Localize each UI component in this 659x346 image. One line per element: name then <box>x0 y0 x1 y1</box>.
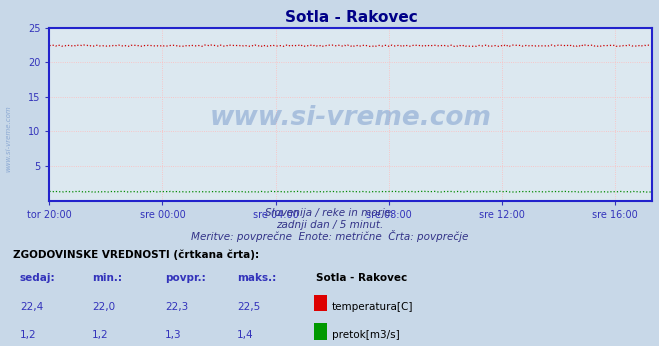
Text: temperatura[C]: temperatura[C] <box>332 302 414 312</box>
Text: pretok[m3/s]: pretok[m3/s] <box>332 330 400 340</box>
Text: sedaj:: sedaj: <box>20 273 55 283</box>
Text: www.si-vreme.com: www.si-vreme.com <box>5 105 11 172</box>
Text: maks.:: maks.: <box>237 273 277 283</box>
Text: Sotla - Rakovec: Sotla - Rakovec <box>316 273 407 283</box>
Text: 22,4: 22,4 <box>20 302 43 312</box>
Text: 1,3: 1,3 <box>165 330 181 340</box>
Text: 1,2: 1,2 <box>20 330 36 340</box>
Text: Slovenija / reke in morje.: Slovenija / reke in morje. <box>265 208 394 218</box>
Text: 1,2: 1,2 <box>92 330 109 340</box>
Text: 1,4: 1,4 <box>237 330 254 340</box>
Title: Sotla - Rakovec: Sotla - Rakovec <box>285 10 417 25</box>
Text: zadnji dan / 5 minut.: zadnji dan / 5 minut. <box>276 220 383 230</box>
Text: ZGODOVINSKE VREDNOSTI (črtkana črta):: ZGODOVINSKE VREDNOSTI (črtkana črta): <box>13 249 259 260</box>
Text: min.:: min.: <box>92 273 123 283</box>
Text: 22,0: 22,0 <box>92 302 115 312</box>
Text: Meritve: povprečne  Enote: metrične  Črta: povprečje: Meritve: povprečne Enote: metrične Črta:… <box>191 230 468 243</box>
Text: 22,3: 22,3 <box>165 302 188 312</box>
Text: povpr.:: povpr.: <box>165 273 206 283</box>
Text: www.si-vreme.com: www.si-vreme.com <box>210 104 492 131</box>
Text: 22,5: 22,5 <box>237 302 260 312</box>
